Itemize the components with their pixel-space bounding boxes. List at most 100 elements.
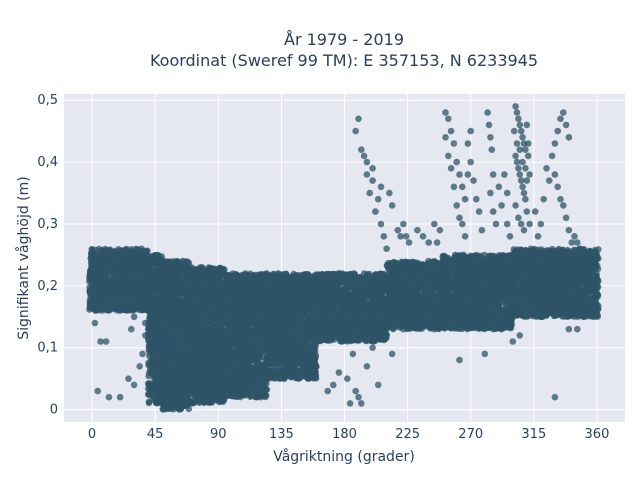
data-point	[202, 291, 209, 299]
data-point	[194, 396, 201, 403]
data-point	[253, 355, 261, 362]
data-point	[139, 295, 146, 302]
data-point	[98, 266, 105, 273]
data-point	[195, 269, 202, 277]
data-point	[202, 363, 209, 371]
data-point	[181, 316, 188, 324]
data-point	[209, 277, 217, 285]
data-point	[151, 330, 159, 337]
data-point	[196, 360, 203, 368]
data-point	[165, 337, 173, 344]
data-point	[247, 352, 255, 359]
data-point	[152, 320, 159, 328]
data-point	[162, 359, 169, 367]
data-point	[128, 278, 135, 286]
data-point	[123, 257, 130, 264]
data-point	[90, 276, 97, 284]
data-point	[194, 369, 202, 377]
data-point	[173, 302, 180, 309]
data-point	[216, 384, 224, 391]
data-point	[134, 287, 141, 295]
data-point	[108, 249, 115, 256]
data-point	[153, 399, 160, 407]
data-point	[191, 389, 199, 397]
data-point	[206, 398, 214, 406]
data-point	[174, 398, 182, 406]
data-point	[92, 307, 99, 314]
data-point	[115, 261, 123, 269]
data-point	[107, 304, 115, 312]
data-point	[168, 328, 176, 335]
data-point	[171, 366, 178, 374]
data-point	[160, 290, 167, 297]
data-point	[196, 300, 203, 307]
data-point	[103, 259, 111, 267]
data-point	[211, 331, 219, 339]
data-point	[166, 312, 173, 320]
data-point	[204, 338, 212, 345]
data-point	[104, 295, 111, 303]
data-point	[190, 356, 197, 363]
data-point	[165, 400, 172, 407]
data-point	[122, 306, 129, 313]
data-point	[193, 276, 200, 284]
data-point	[213, 284, 220, 291]
data-point	[213, 372, 221, 380]
data-point	[254, 286, 262, 293]
data-point	[170, 258, 177, 265]
data-point	[152, 375, 159, 382]
data-points	[86, 103, 602, 413]
data-point	[102, 248, 110, 256]
data-point	[211, 312, 218, 320]
data-point	[195, 294, 202, 301]
data-point	[153, 252, 161, 260]
data-point	[237, 346, 244, 353]
data-point	[187, 397, 195, 405]
data-point	[199, 391, 206, 398]
data-point	[223, 380, 231, 388]
data-point	[205, 392, 212, 400]
data-point	[217, 322, 224, 329]
data-point	[95, 245, 103, 253]
data-point	[108, 283, 116, 291]
data-point	[151, 308, 158, 316]
data-point	[164, 296, 172, 304]
data-point	[174, 321, 182, 328]
data-point	[129, 294, 137, 302]
data-point	[168, 306, 175, 314]
data-point	[189, 368, 196, 376]
data-point	[200, 381, 207, 389]
data-point	[160, 385, 168, 392]
data-point	[87, 289, 94, 296]
data-point	[175, 329, 183, 337]
data-point	[223, 291, 231, 298]
data-point	[203, 344, 210, 351]
data-point	[226, 271, 233, 279]
data-point	[92, 260, 100, 268]
data-point	[109, 265, 116, 273]
data-point	[176, 342, 183, 350]
data-point	[86, 270, 94, 278]
data-point	[187, 332, 194, 339]
data-point	[159, 325, 167, 333]
data-point	[236, 324, 243, 332]
data-point	[166, 348, 174, 356]
data-point	[168, 274, 175, 281]
data-point	[187, 272, 194, 280]
data-point	[159, 372, 166, 379]
data-point	[112, 271, 120, 278]
data-point	[166, 320, 174, 328]
data-point	[139, 256, 147, 264]
data-point	[187, 315, 194, 322]
data-point	[117, 290, 124, 297]
data-point	[159, 257, 167, 265]
data-point	[135, 278, 142, 285]
data-point	[96, 292, 103, 300]
data-point	[260, 377, 268, 384]
data-point	[181, 281, 188, 288]
data-point	[149, 343, 157, 351]
data-point	[191, 379, 199, 386]
data-point	[206, 379, 213, 387]
data-point	[122, 297, 129, 304]
